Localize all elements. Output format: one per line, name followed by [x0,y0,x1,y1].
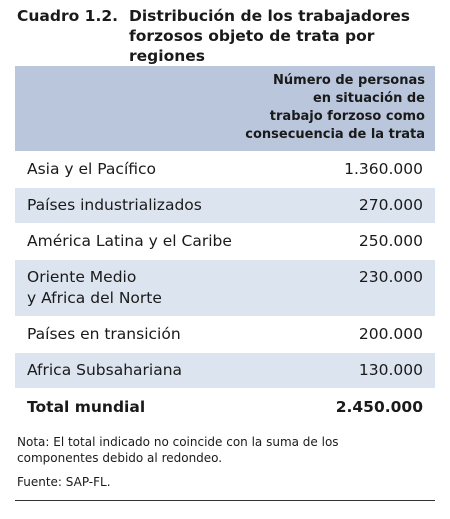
table-caption: Distribución de los trabajadores forzoso… [129,6,434,66]
table-row: Países industrializados 270.000 [15,188,435,223]
table-row: Africa Subsahariana 130.000 [15,353,435,388]
total-value: 2.450.000 [335,398,423,416]
total-row: Total mundial 2.450.000 [15,390,435,425]
table-row: Países en transición 200.000 [15,317,435,352]
region-label: Países en transición [27,325,181,343]
table-number: Cuadro 1.2. [17,7,118,25]
region-value: 270.000 [358,196,423,214]
table-row: Oriente Medio y Africa del Norte 230.000 [15,260,435,316]
header-line-2: en situación de [312,91,425,106]
table-source: Fuente: SAP-FL. [17,475,111,489]
region-label: Asia y el Pacífico [27,160,157,178]
region-value: 200.000 [358,325,423,343]
caption-line-2: forzosos objeto de trata por regiones [129,27,375,65]
table-row: Asia y el Pacífico 1.360.000 [15,152,435,187]
note-line-2: componentes debido al redondeo. [17,451,223,465]
table-row: América Latina y el Caribe 250.000 [15,224,435,259]
region-label: América Latina y el Caribe [27,232,232,250]
caption-line-1: Distribución de los trabajadores [129,7,411,25]
table-note: Nota: El total indicado no coincide con … [17,434,437,466]
header-line-3: trabajo forzoso como [269,109,425,124]
region-label: Africa Subsahariana [27,361,183,379]
column-header: Número de personas en situación de traba… [15,66,435,151]
header-line-1: Número de personas [273,73,425,88]
region-value: 1.360.000 [344,160,423,178]
header-line-4: consecuencia de la trata [245,127,425,142]
region-label: Oriente Medio y Africa del Norte [27,267,162,309]
column-header-text: Número de personas en situación de traba… [225,72,425,144]
note-line-1: Nota: El total indicado no coincide con … [17,435,339,449]
region-label: Países industrializados [27,196,202,214]
region-value: 130.000 [358,361,423,379]
table-title: Cuadro 1.2. Distribución de los trabajad… [17,6,437,65]
region-value: 230.000 [358,268,423,286]
region-value: 250.000 [358,232,423,250]
region-label-line-2: y Africa del Norte [27,289,162,307]
bottom-rule [15,500,435,501]
region-label-line-1: Oriente Medio [27,268,137,286]
total-label: Total mundial [27,398,146,416]
